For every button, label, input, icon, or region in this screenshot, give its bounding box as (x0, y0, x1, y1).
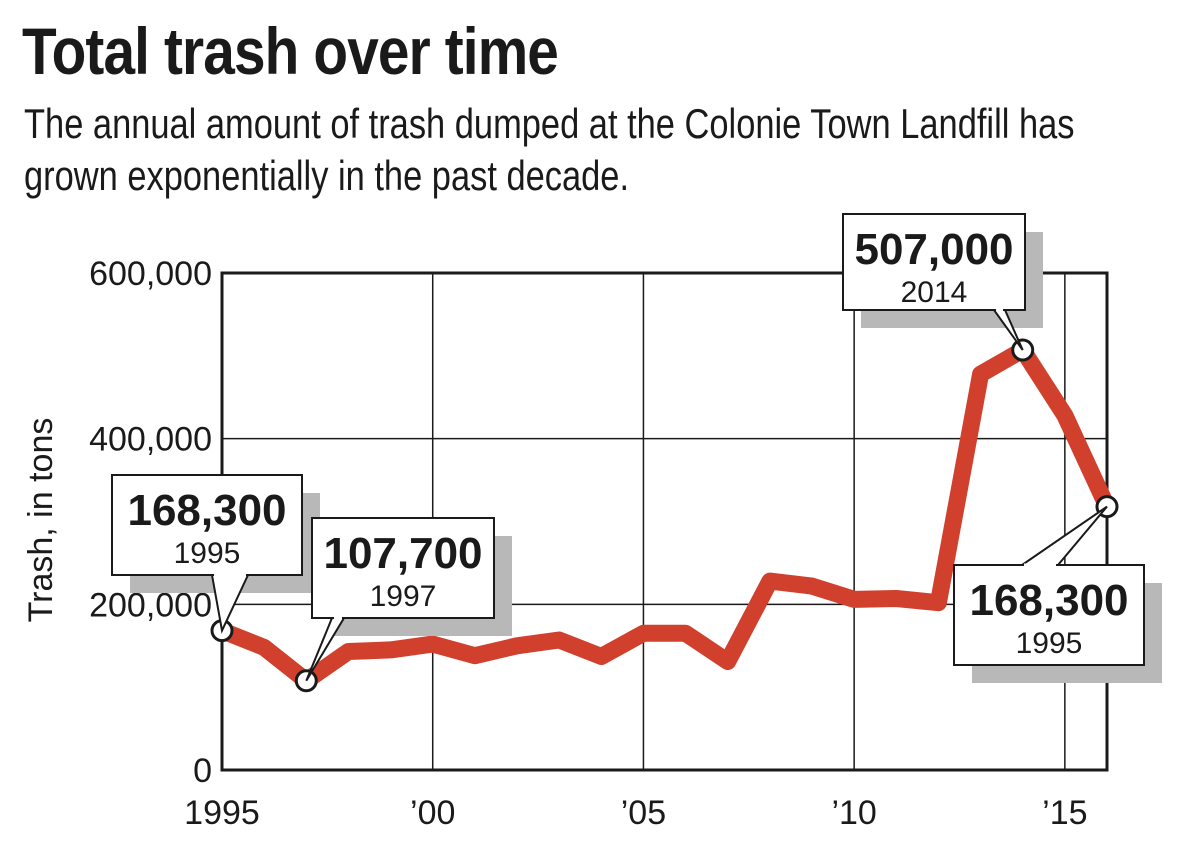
callout-value: 168,300 (127, 486, 286, 535)
chart-title: Total trash over time (22, 14, 559, 88)
callout-box (953, 564, 1145, 666)
series-line (213, 341, 1116, 690)
series-line-layer (213, 341, 1116, 690)
callout-year: 2014 (901, 276, 968, 309)
callout-box (111, 474, 303, 576)
y-axis-label: Trash, in tons (22, 418, 60, 623)
x-tick-label: ’15 (1042, 794, 1087, 832)
chart-subtitle: The annual amount of trash dumped at the… (24, 100, 1075, 199)
y-tick-label: 600,000 (89, 255, 212, 293)
callout-year: 1995 (1016, 627, 1083, 660)
callout-value: 507,000 (854, 225, 1013, 274)
callout-value: 107,700 (323, 529, 482, 578)
x-tick-label: ’10 (831, 794, 876, 832)
x-tick-label: ’00 (410, 794, 455, 832)
callout-year: 1995 (174, 537, 241, 570)
callout-value: 168,300 (969, 576, 1128, 625)
y-tick-label: 0 (193, 752, 212, 790)
callout-box (842, 213, 1026, 311)
x-tick-label: 1995 (184, 794, 260, 832)
callout-year: 1997 (370, 580, 437, 613)
x-tick-label: ’05 (621, 794, 666, 832)
callout-box (311, 517, 495, 619)
y-tick-label: 400,000 (89, 421, 212, 459)
